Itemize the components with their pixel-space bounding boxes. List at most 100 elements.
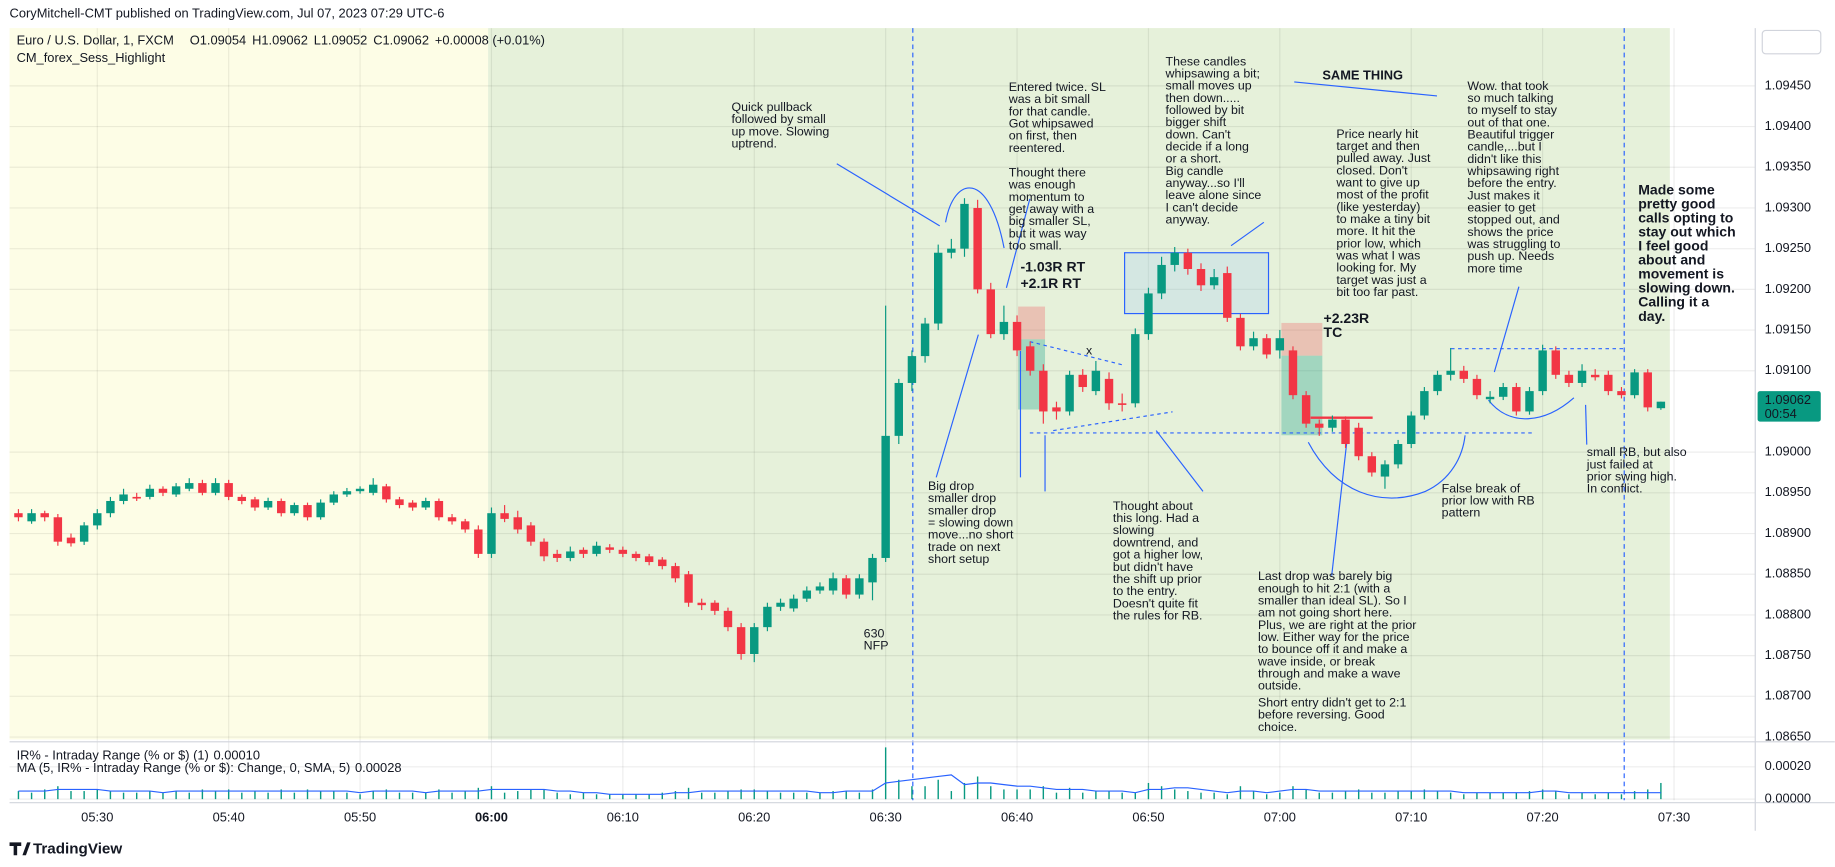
annotation-line: looking for. My	[1336, 261, 1417, 275]
ir-bar	[1594, 794, 1596, 800]
stop-zone	[1018, 306, 1046, 340]
ir-bar	[1318, 792, 1320, 800]
annotation-line: Plus, we are right at the prior	[1258, 618, 1416, 632]
ir-bar	[950, 791, 953, 800]
annotation-line: the shift up prior	[1113, 572, 1202, 586]
candle-body	[1025, 346, 1035, 371]
annotation-line: reentered.	[1009, 141, 1065, 155]
drawings	[836, 28, 1627, 801]
ir-bar	[267, 792, 269, 800]
candle-body	[789, 598, 798, 609]
annotation-line: was enough	[1008, 178, 1076, 192]
annotation-line: small moves up	[1166, 79, 1252, 93]
ir-bar	[1279, 792, 1281, 800]
annotation-line: didn't like this	[1467, 152, 1541, 166]
candle-body	[355, 488, 365, 492]
ir-bar	[83, 791, 85, 800]
ir-bar	[1239, 786, 1242, 800]
candle-body	[723, 610, 733, 628]
ir-bar	[293, 792, 296, 800]
annotation-line: was what I was	[1335, 249, 1420, 263]
candle-body	[395, 499, 404, 506]
ir-bar	[1647, 789, 1649, 800]
candle-body	[539, 541, 549, 557]
y-tick-label: 1.09200	[1765, 281, 1811, 296]
candle-body	[605, 547, 614, 550]
y-tick-label: 1.08800	[1765, 606, 1811, 621]
annotation-line: pattern	[1442, 506, 1481, 520]
annotation-line: enough to hit 2:1 (with a	[1258, 581, 1390, 595]
ir-bar	[792, 792, 795, 800]
annotation-line: downtrend, and	[1113, 535, 1199, 549]
annotation-line: easier to get	[1467, 201, 1536, 215]
annotation-line: followed by small	[731, 112, 825, 126]
candle-body	[658, 559, 667, 567]
ohlc-value: L1.09052	[314, 32, 368, 47]
ir-bar	[346, 792, 348, 800]
annotation-line: for that candle.	[1009, 104, 1091, 118]
y-tick-label: 1.09000	[1765, 444, 1811, 459]
candle-body	[1525, 391, 1534, 412]
annotation-line: smaller than ideal SL). So I	[1258, 593, 1407, 607]
arrows	[836, 81, 1588, 576]
annotation-line: Thought about	[1113, 499, 1193, 513]
ir-bar	[17, 791, 20, 800]
annotation-line: push up. Needs	[1467, 249, 1554, 263]
candle-body	[27, 513, 36, 522]
candle-body	[1012, 321, 1022, 351]
y-tick-label: 1.09250	[1765, 240, 1811, 255]
y-tick-label: 1.09450	[1765, 77, 1811, 92]
candle-body	[1590, 374, 1600, 378]
ir-bar	[806, 792, 808, 800]
ir-bar	[477, 787, 480, 800]
indicator-tick-label: 0.00020	[1765, 758, 1811, 773]
ir-bar	[425, 792, 427, 800]
trend-line	[1053, 411, 1173, 432]
y-tick-label: 1.08950	[1765, 484, 1811, 499]
candle-body	[1288, 350, 1298, 396]
annotation-line: Quick pullback	[731, 100, 812, 114]
y-tick-label: 1.08850	[1765, 566, 1811, 581]
ir-bar	[714, 792, 716, 800]
scale-button[interactable]	[1761, 29, 1822, 55]
candle-body	[842, 578, 851, 595]
candle-body	[316, 502, 325, 518]
ir-bar	[1357, 789, 1360, 800]
candle-body	[1117, 403, 1127, 405]
x-tick-label: 06:30	[870, 809, 902, 824]
candles	[14, 198, 1666, 800]
candle-body	[79, 525, 89, 542]
candle-body	[277, 500, 286, 514]
ir-bar	[740, 789, 742, 800]
x-tick-label: 07:00	[1264, 809, 1296, 824]
ir-bar	[70, 791, 72, 800]
candle-body	[434, 500, 444, 518]
candle-body	[1433, 374, 1442, 392]
annotation-line: anyway...so I'll	[1166, 176, 1245, 190]
ir-bar	[700, 792, 703, 800]
candle-body	[132, 496, 141, 499]
curve	[1488, 397, 1575, 420]
candle-body	[513, 517, 522, 530]
ir-bar	[280, 789, 282, 800]
candle-body	[947, 248, 956, 253]
candle-body	[500, 513, 509, 519]
ir-bar	[556, 792, 558, 800]
ir-bar	[1042, 786, 1045, 800]
candle-body	[1380, 464, 1390, 477]
ir-bar	[924, 786, 926, 800]
price-tag	[1757, 391, 1821, 422]
study-label: CM_forex_Sess_Highlight	[17, 50, 166, 65]
candle-body	[776, 602, 785, 607]
candle-body	[198, 483, 207, 493]
annotation-line: target and then	[1336, 139, 1419, 153]
candle-body	[1209, 277, 1219, 286]
annotation-line: down. Can't	[1166, 127, 1232, 141]
ir-bar	[1555, 791, 1557, 800]
y-tick-label: 1.09150	[1765, 321, 1811, 336]
annotation-line: this long. Had a	[1113, 511, 1199, 525]
ir-bar	[1265, 794, 1268, 800]
ir-bar	[451, 792, 453, 800]
ir-bar	[884, 747, 887, 800]
candle-body	[460, 521, 470, 530]
